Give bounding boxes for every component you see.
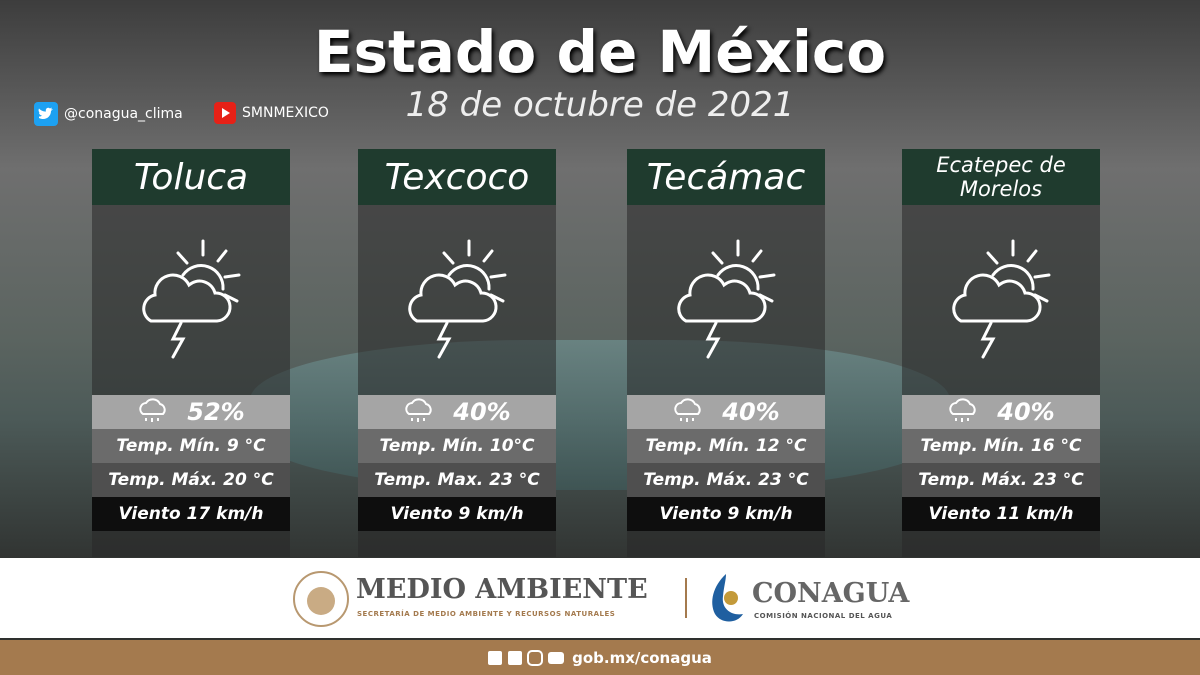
- rain-probability: 40%: [997, 398, 1055, 426]
- icon-area: [627, 205, 825, 395]
- city-name: Ecatepec de Morelos: [902, 149, 1100, 205]
- forecast-card: Texcoco 40% Temp. Mín. 10°C Temp. Max. 23 °…: [358, 149, 556, 557]
- url[interactable]: gob.mx/conagua: [572, 648, 712, 667]
- youtube-handle[interactable]: SMNMEXICO: [214, 102, 329, 124]
- date: 18 de octubre de 2021: [405, 85, 795, 125]
- weather-icon: [408, 239, 507, 359]
- rain-probability: 40%: [722, 398, 780, 426]
- max-temp: Temp. Máx. 20 °C: [92, 463, 290, 497]
- rain-row: 40%: [358, 395, 556, 429]
- forecast-card: Toluca 52% Temp. Mín. 9 °C Temp. Máx. 20 °C…: [92, 149, 290, 557]
- conagua-name: CONAGUA: [752, 578, 910, 609]
- icon-area: [358, 205, 556, 395]
- min-temp: Temp. Mín. 9 °C: [92, 429, 290, 463]
- rain-probability: 40%: [453, 398, 511, 426]
- social-icons: [488, 649, 565, 666]
- rain-icon: [139, 398, 166, 422]
- conagua-logo: [712, 574, 743, 622]
- max-temp: Temp. Máx. 23 °C: [627, 463, 825, 497]
- title: Estado de México: [313, 18, 887, 86]
- max-temp: Temp. Max. 23 °C: [358, 463, 556, 497]
- rain-icon: [674, 398, 701, 422]
- twitter-text: @conagua_clima: [64, 106, 183, 122]
- footer: MEDIO AMBIENTE SECRETARÍA DE MEDIO AMBIE…: [0, 558, 1200, 638]
- twitter-handle[interactable]: @conagua_clima: [34, 102, 183, 126]
- rain-icon: [949, 398, 976, 422]
- min-temp: Temp. Mín. 12 °C: [627, 429, 825, 463]
- background-lake: [250, 340, 950, 490]
- wind: Viento 11 km/h: [902, 497, 1100, 531]
- wind: Viento 9 km/h: [627, 497, 825, 531]
- icon-area: [902, 205, 1100, 395]
- icon-area: [92, 205, 290, 395]
- youtube-icon: [214, 102, 236, 124]
- forecast-card: Ecatepec de Morelos 40% Temp. Mín. 16 °C Te…: [902, 149, 1100, 557]
- rain-icon: [405, 398, 432, 422]
- conagua-subtitle: COMISIÓN NACIONAL DEL AGUA: [754, 612, 893, 620]
- youtube-text: SMNMEXICO: [242, 105, 329, 121]
- max-temp: Temp. Máx. 23 °C: [902, 463, 1100, 497]
- wind: Viento 17 km/h: [92, 497, 290, 531]
- city-name: Texcoco: [358, 149, 556, 205]
- footer-bar: gob.mx/conagua: [0, 640, 1200, 675]
- weather-icon: [952, 239, 1051, 359]
- divider: [685, 578, 687, 618]
- seal: [293, 571, 349, 627]
- min-temp: Temp. Mín. 16 °C: [902, 429, 1100, 463]
- rain-row: 52%: [92, 395, 290, 429]
- city-name: Tecámac: [627, 149, 825, 205]
- city-name: Toluca: [92, 149, 290, 205]
- semarnat-subtitle: SECRETARÍA DE MEDIO AMBIENTE Y RECURSOS …: [357, 610, 616, 618]
- weather-icon: [677, 239, 776, 359]
- rain-row: 40%: [902, 395, 1100, 429]
- twitter-icon: [34, 102, 58, 126]
- forecast-card: Tecámac 40% Temp. Mín. 12 °C Temp. Máx. 23 …: [627, 149, 825, 557]
- weather-icon: [142, 239, 241, 359]
- wind: Viento 9 km/h: [358, 497, 556, 531]
- rain-probability: 52%: [187, 398, 245, 426]
- min-temp: Temp. Mín. 10°C: [358, 429, 556, 463]
- semarnat-name: MEDIO AMBIENTE: [356, 574, 648, 605]
- rain-row: 40%: [627, 395, 825, 429]
